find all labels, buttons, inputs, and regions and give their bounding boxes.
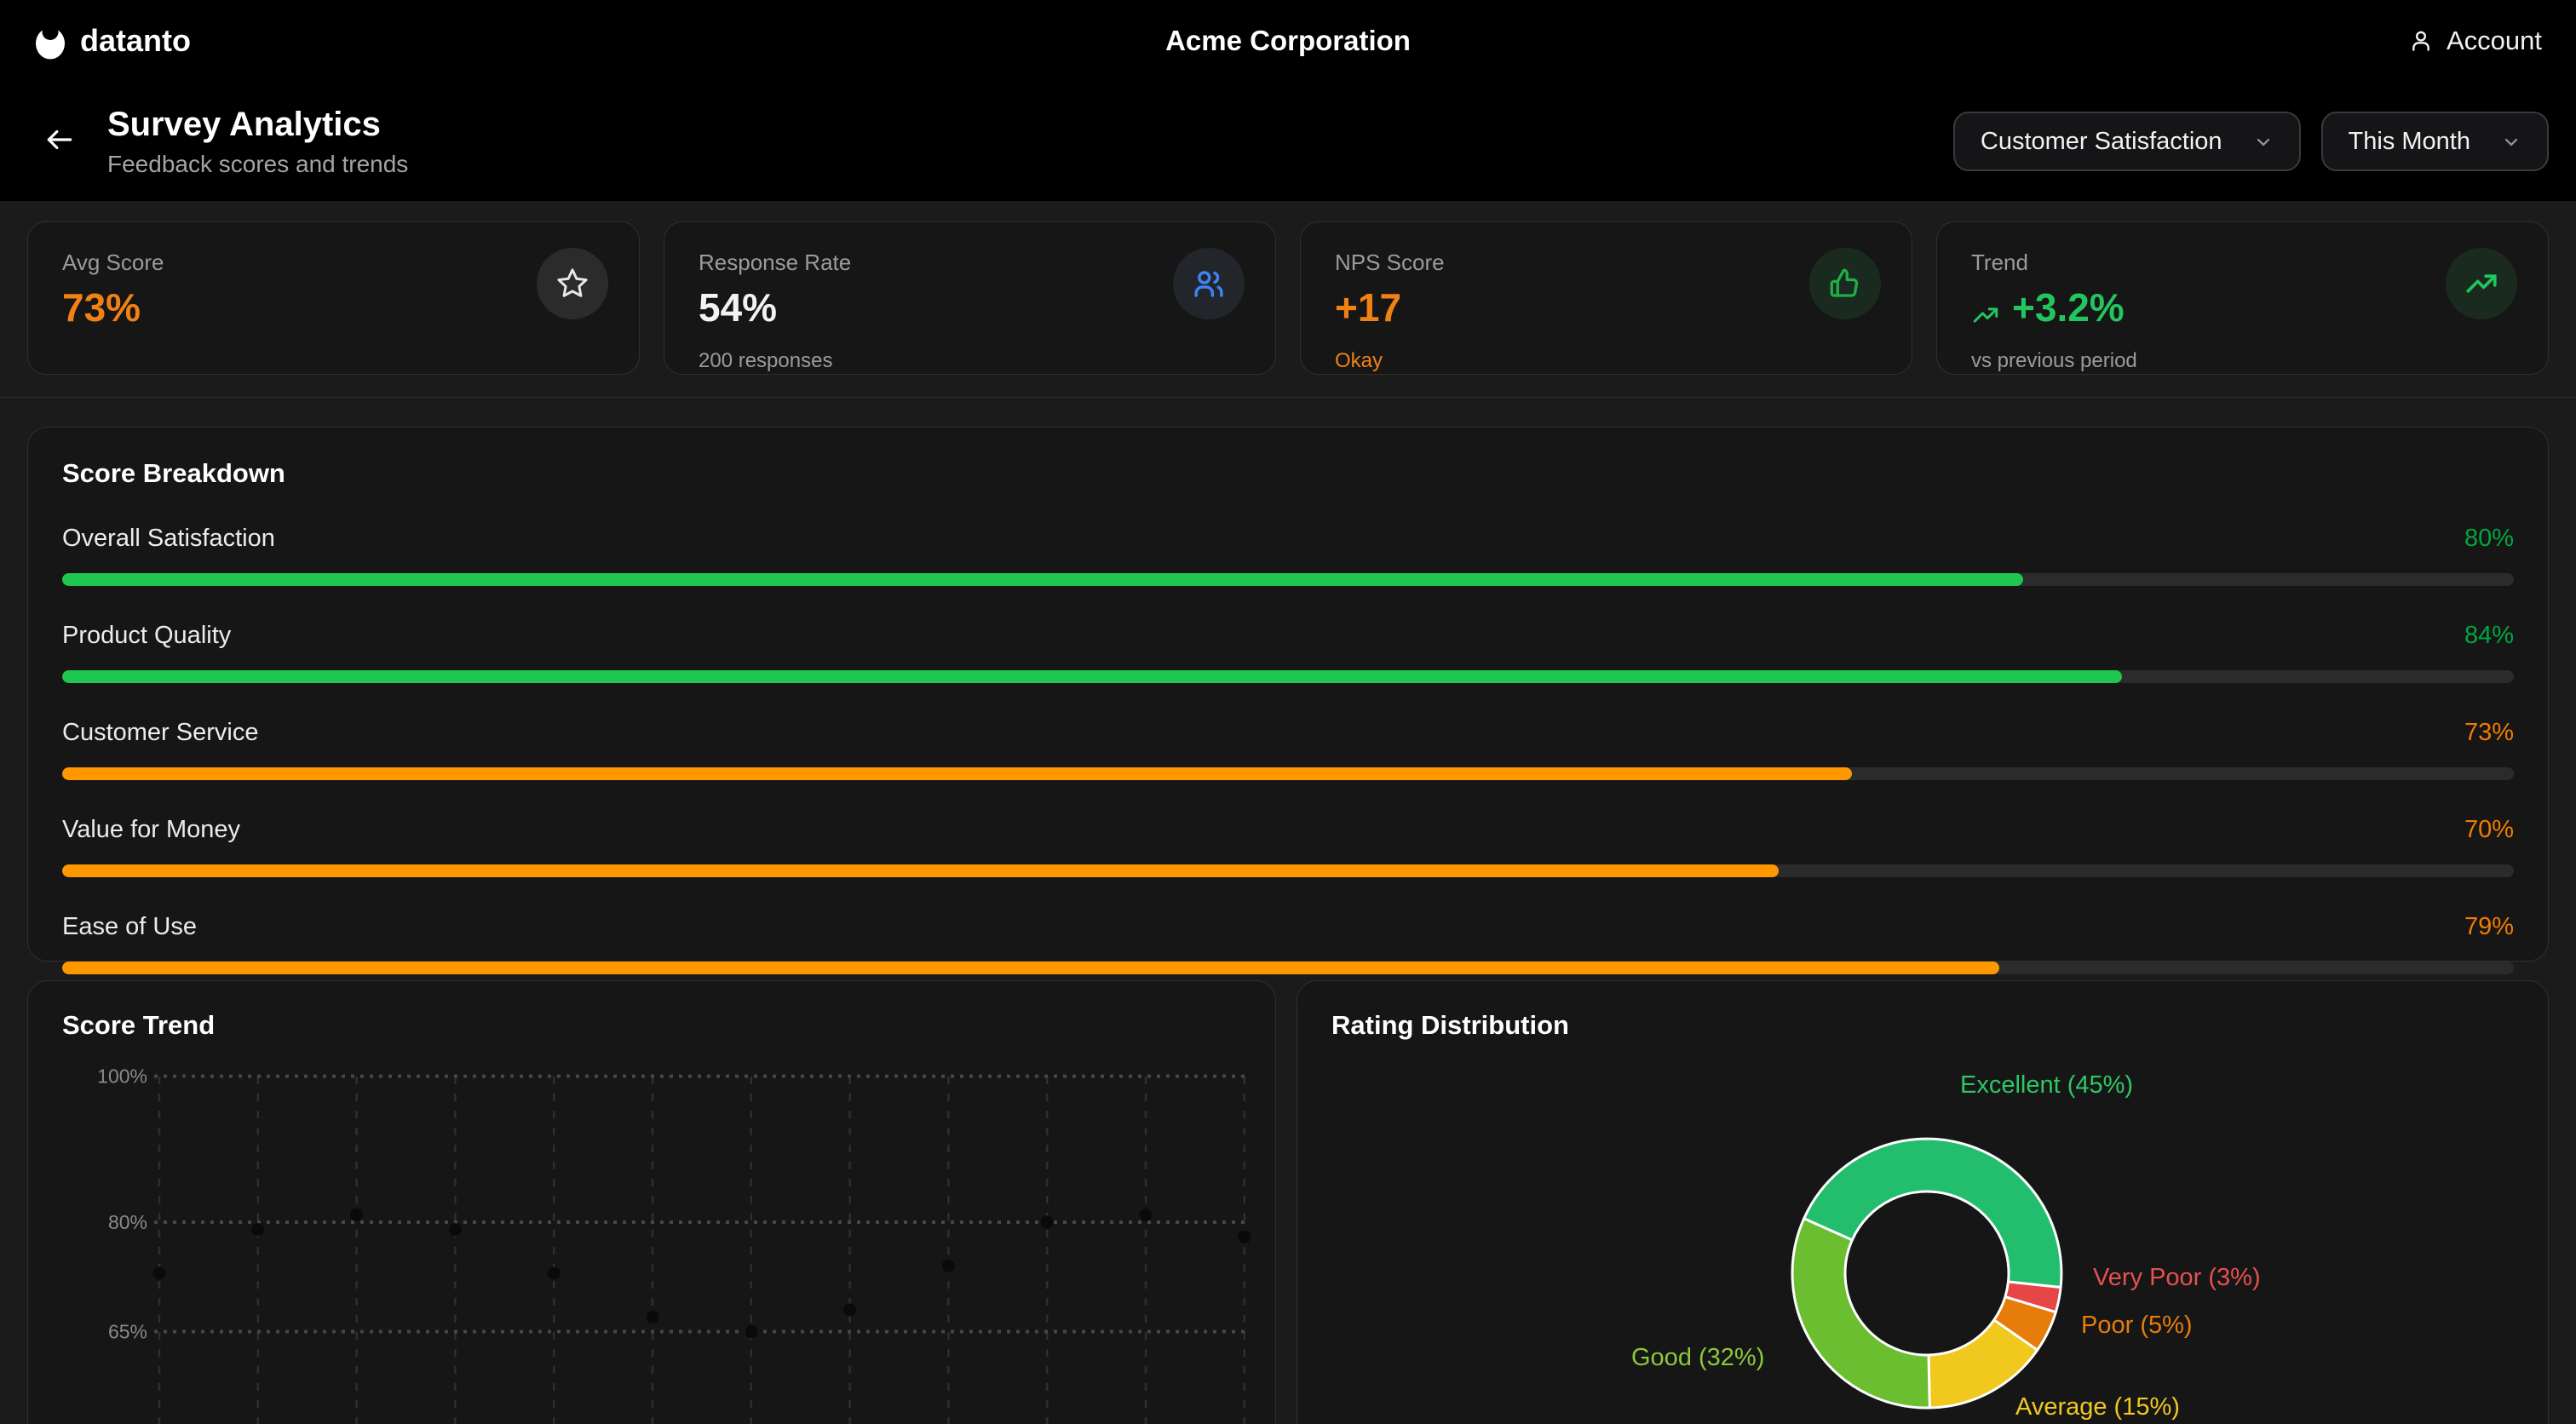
trending-up-icon bbox=[2446, 248, 2517, 319]
page-subtitle: Feedback scores and trends bbox=[107, 150, 409, 177]
breakdown-label: Product Quality bbox=[62, 622, 232, 649]
stat-label: NPS Score bbox=[1335, 250, 1445, 275]
score-breakdown-title: Score Breakdown bbox=[62, 458, 285, 488]
progress-track bbox=[62, 573, 2514, 586]
period-select-value: This Month bbox=[2348, 127, 2470, 155]
breakdown-value: 73% bbox=[2464, 719, 2514, 746]
stat-subtext: 200 responses bbox=[699, 349, 833, 372]
breakdown-row: Value for Money 70% bbox=[62, 816, 2514, 877]
stat-card-response-rate: Response Rate 54% 200 responses bbox=[664, 221, 1276, 375]
progress-fill bbox=[62, 767, 1852, 780]
stat-label: Avg Score bbox=[62, 250, 164, 275]
breakdown-label: Customer Service bbox=[62, 719, 259, 746]
progress-fill bbox=[62, 864, 1779, 877]
svg-text:80%: 80% bbox=[108, 1211, 147, 1233]
stat-label: Response Rate bbox=[699, 250, 852, 275]
survey-select[interactable]: Customer Satisfaction bbox=[1952, 112, 2301, 171]
trending-up-icon bbox=[1971, 293, 2000, 323]
breakdown-value: 70% bbox=[2464, 816, 2514, 843]
arrow-left-icon bbox=[43, 123, 76, 160]
score-trend-chart: 100% 80% 65% bbox=[97, 1065, 1251, 1424]
donut-label-excellent: Excellent (45%) bbox=[1960, 1071, 2134, 1099]
stat-card-avg-score: Avg Score 73% bbox=[27, 221, 640, 375]
users-icon bbox=[1173, 248, 1245, 319]
stats-row: Avg Score 73% Response Rate 54% 200 resp… bbox=[0, 201, 2576, 398]
score-breakdown-panel: Score Breakdown Overall Satisfaction 80%… bbox=[27, 427, 2549, 974]
star-icon bbox=[537, 248, 608, 319]
progress-track bbox=[62, 767, 2514, 780]
breakdown-value: 80% bbox=[2464, 525, 2514, 552]
stat-card-trend: Trend +3.2% vs previous period bbox=[1936, 221, 2549, 375]
score-trend-panel: Score Trend 100% 80% 65% bbox=[27, 980, 1276, 1424]
breakdown-row: Customer Service 73% bbox=[62, 719, 2514, 780]
brand-name: datanto bbox=[80, 23, 191, 58]
score-trend-title: Score Trend bbox=[62, 1010, 216, 1040]
chevron-down-icon bbox=[2501, 131, 2521, 152]
breakdown-row: Product Quality 84% bbox=[62, 622, 2514, 683]
period-select[interactable]: This Month bbox=[2320, 112, 2549, 171]
back-button[interactable] bbox=[36, 118, 83, 165]
svg-text:100%: 100% bbox=[97, 1065, 147, 1088]
breakdown-value: 79% bbox=[2464, 913, 2514, 940]
stat-value: +3.2% bbox=[1971, 284, 2514, 330]
brand: datanto bbox=[34, 22, 191, 60]
donut-label-poor: Poor (5%) bbox=[2081, 1312, 2193, 1339]
stat-card-nps-score: NPS Score +17 Okay bbox=[1300, 221, 1912, 375]
top-bar: datanto Acme Corporation Account bbox=[0, 0, 2576, 82]
stat-subtext: Okay bbox=[1335, 349, 1383, 372]
progress-track bbox=[62, 670, 2514, 683]
survey-select-value: Customer Satisfaction bbox=[1980, 127, 2222, 155]
progress-fill bbox=[62, 573, 2024, 586]
rating-distribution-title: Rating Distribution bbox=[1331, 1010, 1569, 1040]
svg-text:65%: 65% bbox=[108, 1321, 147, 1343]
stat-label: Trend bbox=[1971, 250, 2028, 275]
page-title: Survey Analytics bbox=[107, 105, 381, 143]
stat-value: +17 bbox=[1335, 285, 1402, 330]
breakdown-label: Overall Satisfaction bbox=[62, 525, 275, 552]
chevron-down-icon bbox=[2253, 131, 2274, 152]
progress-track bbox=[62, 962, 2514, 974]
datanto-logo-icon bbox=[34, 22, 66, 60]
stat-value: 54% bbox=[699, 285, 778, 330]
thumbs-up-icon bbox=[1809, 248, 1881, 319]
breakdown-row: Overall Satisfaction 80% bbox=[62, 525, 2514, 586]
donut-label-good: Good (32%) bbox=[1631, 1344, 1765, 1371]
account-label: Account bbox=[2446, 26, 2542, 55]
page-header: Survey Analytics Feedback scores and tre… bbox=[0, 82, 2576, 201]
account-button[interactable]: Account bbox=[2407, 26, 2542, 56]
stat-value: 73% bbox=[62, 285, 141, 330]
stat-subtext: vs previous period bbox=[1971, 349, 2137, 372]
organization-title: Acme Corporation bbox=[1165, 25, 1411, 56]
donut-label-very-poor: Very Poor (3%) bbox=[2093, 1264, 2261, 1291]
rating-distribution-panel: Rating Distribution Excellent (45%) Very… bbox=[1297, 980, 2549, 1424]
progress-fill bbox=[62, 962, 1999, 974]
breakdown-label: Value for Money bbox=[62, 816, 241, 843]
progress-track bbox=[62, 864, 2514, 877]
donut-label-average: Average (15%) bbox=[2015, 1393, 2180, 1421]
user-icon bbox=[2407, 27, 2435, 55]
rating-distribution-chart bbox=[1791, 1137, 2063, 1410]
breakdown-value: 84% bbox=[2464, 622, 2514, 649]
progress-fill bbox=[62, 670, 2122, 683]
breakdown-label: Ease of Use bbox=[62, 913, 197, 940]
breakdown-row: Ease of Use 79% bbox=[62, 913, 2514, 974]
